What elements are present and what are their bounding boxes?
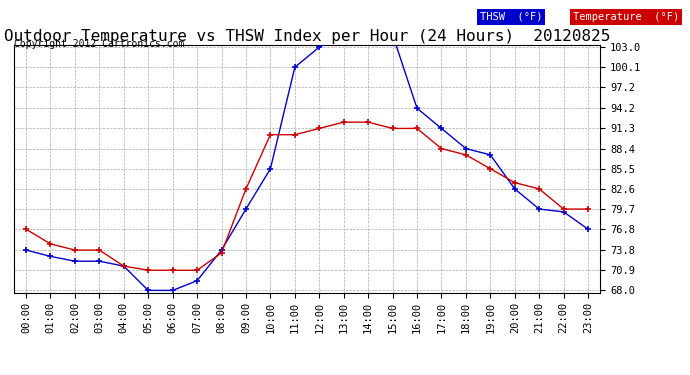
Text: THSW  (°F): THSW (°F) (480, 12, 542, 22)
Title: Outdoor Temperature vs THSW Index per Hour (24 Hours)  20120825: Outdoor Temperature vs THSW Index per Ho… (4, 29, 610, 44)
Text: Temperature  (°F): Temperature (°F) (573, 12, 679, 22)
Text: Copyright 2012 Cartronics.com: Copyright 2012 Cartronics.com (14, 39, 184, 50)
